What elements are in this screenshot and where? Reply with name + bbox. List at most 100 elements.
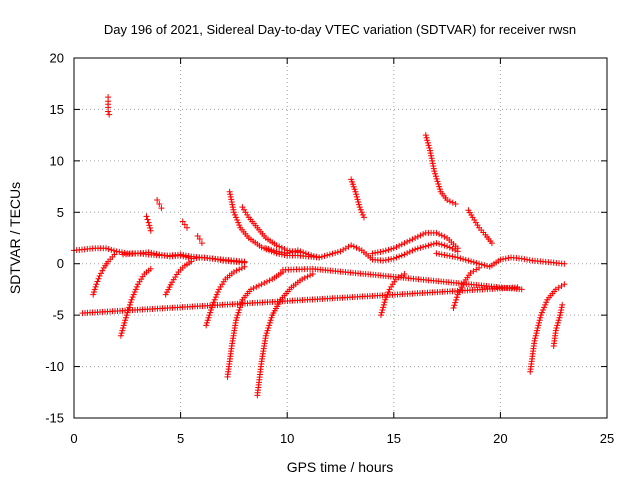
data-point (198, 240, 205, 247)
data-point (204, 317, 211, 324)
chart-title: Day 196 of 2021, Sidereal Day-to-day VTE… (104, 22, 576, 37)
data-point (121, 249, 128, 256)
data-point (98, 270, 105, 277)
data-point (301, 274, 308, 281)
data-point (342, 245, 349, 252)
data-point (428, 155, 435, 162)
data-point (131, 289, 138, 295)
data-point (438, 251, 445, 258)
data-point (278, 244, 285, 251)
data-points (71, 94, 568, 399)
x-tick-label: 20 (493, 431, 507, 446)
data-point (255, 282, 262, 289)
data-point (324, 252, 331, 259)
data-point (552, 327, 559, 334)
data-point (355, 199, 362, 205)
data-point (534, 325, 541, 331)
data-point (412, 246, 419, 253)
data-point (441, 251, 448, 258)
axis-ticks: 0 5 10 15 20 25 -15 -10 -5 0 5 10 15 20 (45, 51, 614, 447)
data-point (502, 255, 509, 262)
data-point (390, 245, 397, 252)
data-point (372, 249, 379, 256)
data-point (557, 309, 564, 316)
data-point (532, 335, 539, 342)
data-point (353, 191, 360, 198)
data-point (230, 206, 237, 213)
data-point (404, 238, 411, 245)
data-point (374, 249, 381, 256)
data-point (309, 271, 316, 277)
y-tick-label: -15 (45, 411, 64, 426)
data-point (196, 236, 203, 243)
data-point (434, 178, 441, 185)
data-point (414, 245, 421, 252)
data-point (430, 163, 437, 169)
data-point (427, 150, 434, 157)
data-point (158, 251, 165, 258)
data-point (179, 218, 186, 225)
data-point (473, 259, 480, 266)
data-point (353, 244, 360, 251)
x-tick-label: 15 (387, 431, 401, 446)
data-point (188, 258, 195, 265)
data-point (409, 247, 416, 254)
data-point (340, 246, 347, 253)
data-point (433, 175, 440, 182)
data-point (230, 268, 237, 275)
data-point (452, 201, 459, 208)
data-point (484, 263, 491, 270)
data-point (553, 325, 560, 331)
data-point (441, 242, 448, 249)
data-point (446, 198, 453, 205)
data-point (378, 309, 385, 316)
data-point (401, 271, 408, 277)
data-point (278, 251, 285, 258)
data-point (113, 248, 120, 255)
data-point (385, 256, 392, 263)
data-point (436, 183, 443, 190)
data-point (119, 327, 126, 334)
y-tick-label: 20 (50, 51, 64, 66)
data-point (276, 243, 283, 250)
data-point (93, 281, 100, 288)
data-point (420, 231, 427, 238)
data-point (266, 319, 273, 326)
data-point (423, 134, 430, 141)
data-point (422, 132, 429, 139)
data-point (143, 213, 150, 220)
data-point (106, 111, 113, 118)
data-point (105, 108, 112, 115)
data-point (213, 291, 220, 298)
data-point (356, 246, 363, 253)
data-point (268, 314, 275, 321)
data-point (449, 253, 456, 260)
data-point (478, 261, 485, 268)
data-point (432, 173, 439, 180)
data-point (177, 252, 184, 259)
data-point (453, 296, 460, 303)
data-point (281, 246, 288, 253)
data-point (462, 256, 469, 263)
data-point (234, 312, 241, 319)
data-point (154, 196, 161, 203)
data-point (561, 281, 568, 288)
data-point (279, 266, 286, 273)
data-point (130, 291, 137, 298)
data-point (444, 243, 451, 250)
data-point (388, 246, 395, 253)
data-point (145, 219, 152, 226)
data-point (424, 137, 431, 144)
data-point (210, 299, 217, 306)
data-point (414, 233, 421, 240)
data-point (533, 330, 540, 337)
data-point (241, 263, 248, 270)
data-point (156, 201, 163, 208)
data-point (380, 248, 387, 255)
data-point (355, 201, 362, 208)
data-point (444, 196, 451, 203)
data-point (95, 275, 102, 282)
y-tick-label: 5 (57, 205, 64, 220)
data-point (406, 237, 413, 244)
